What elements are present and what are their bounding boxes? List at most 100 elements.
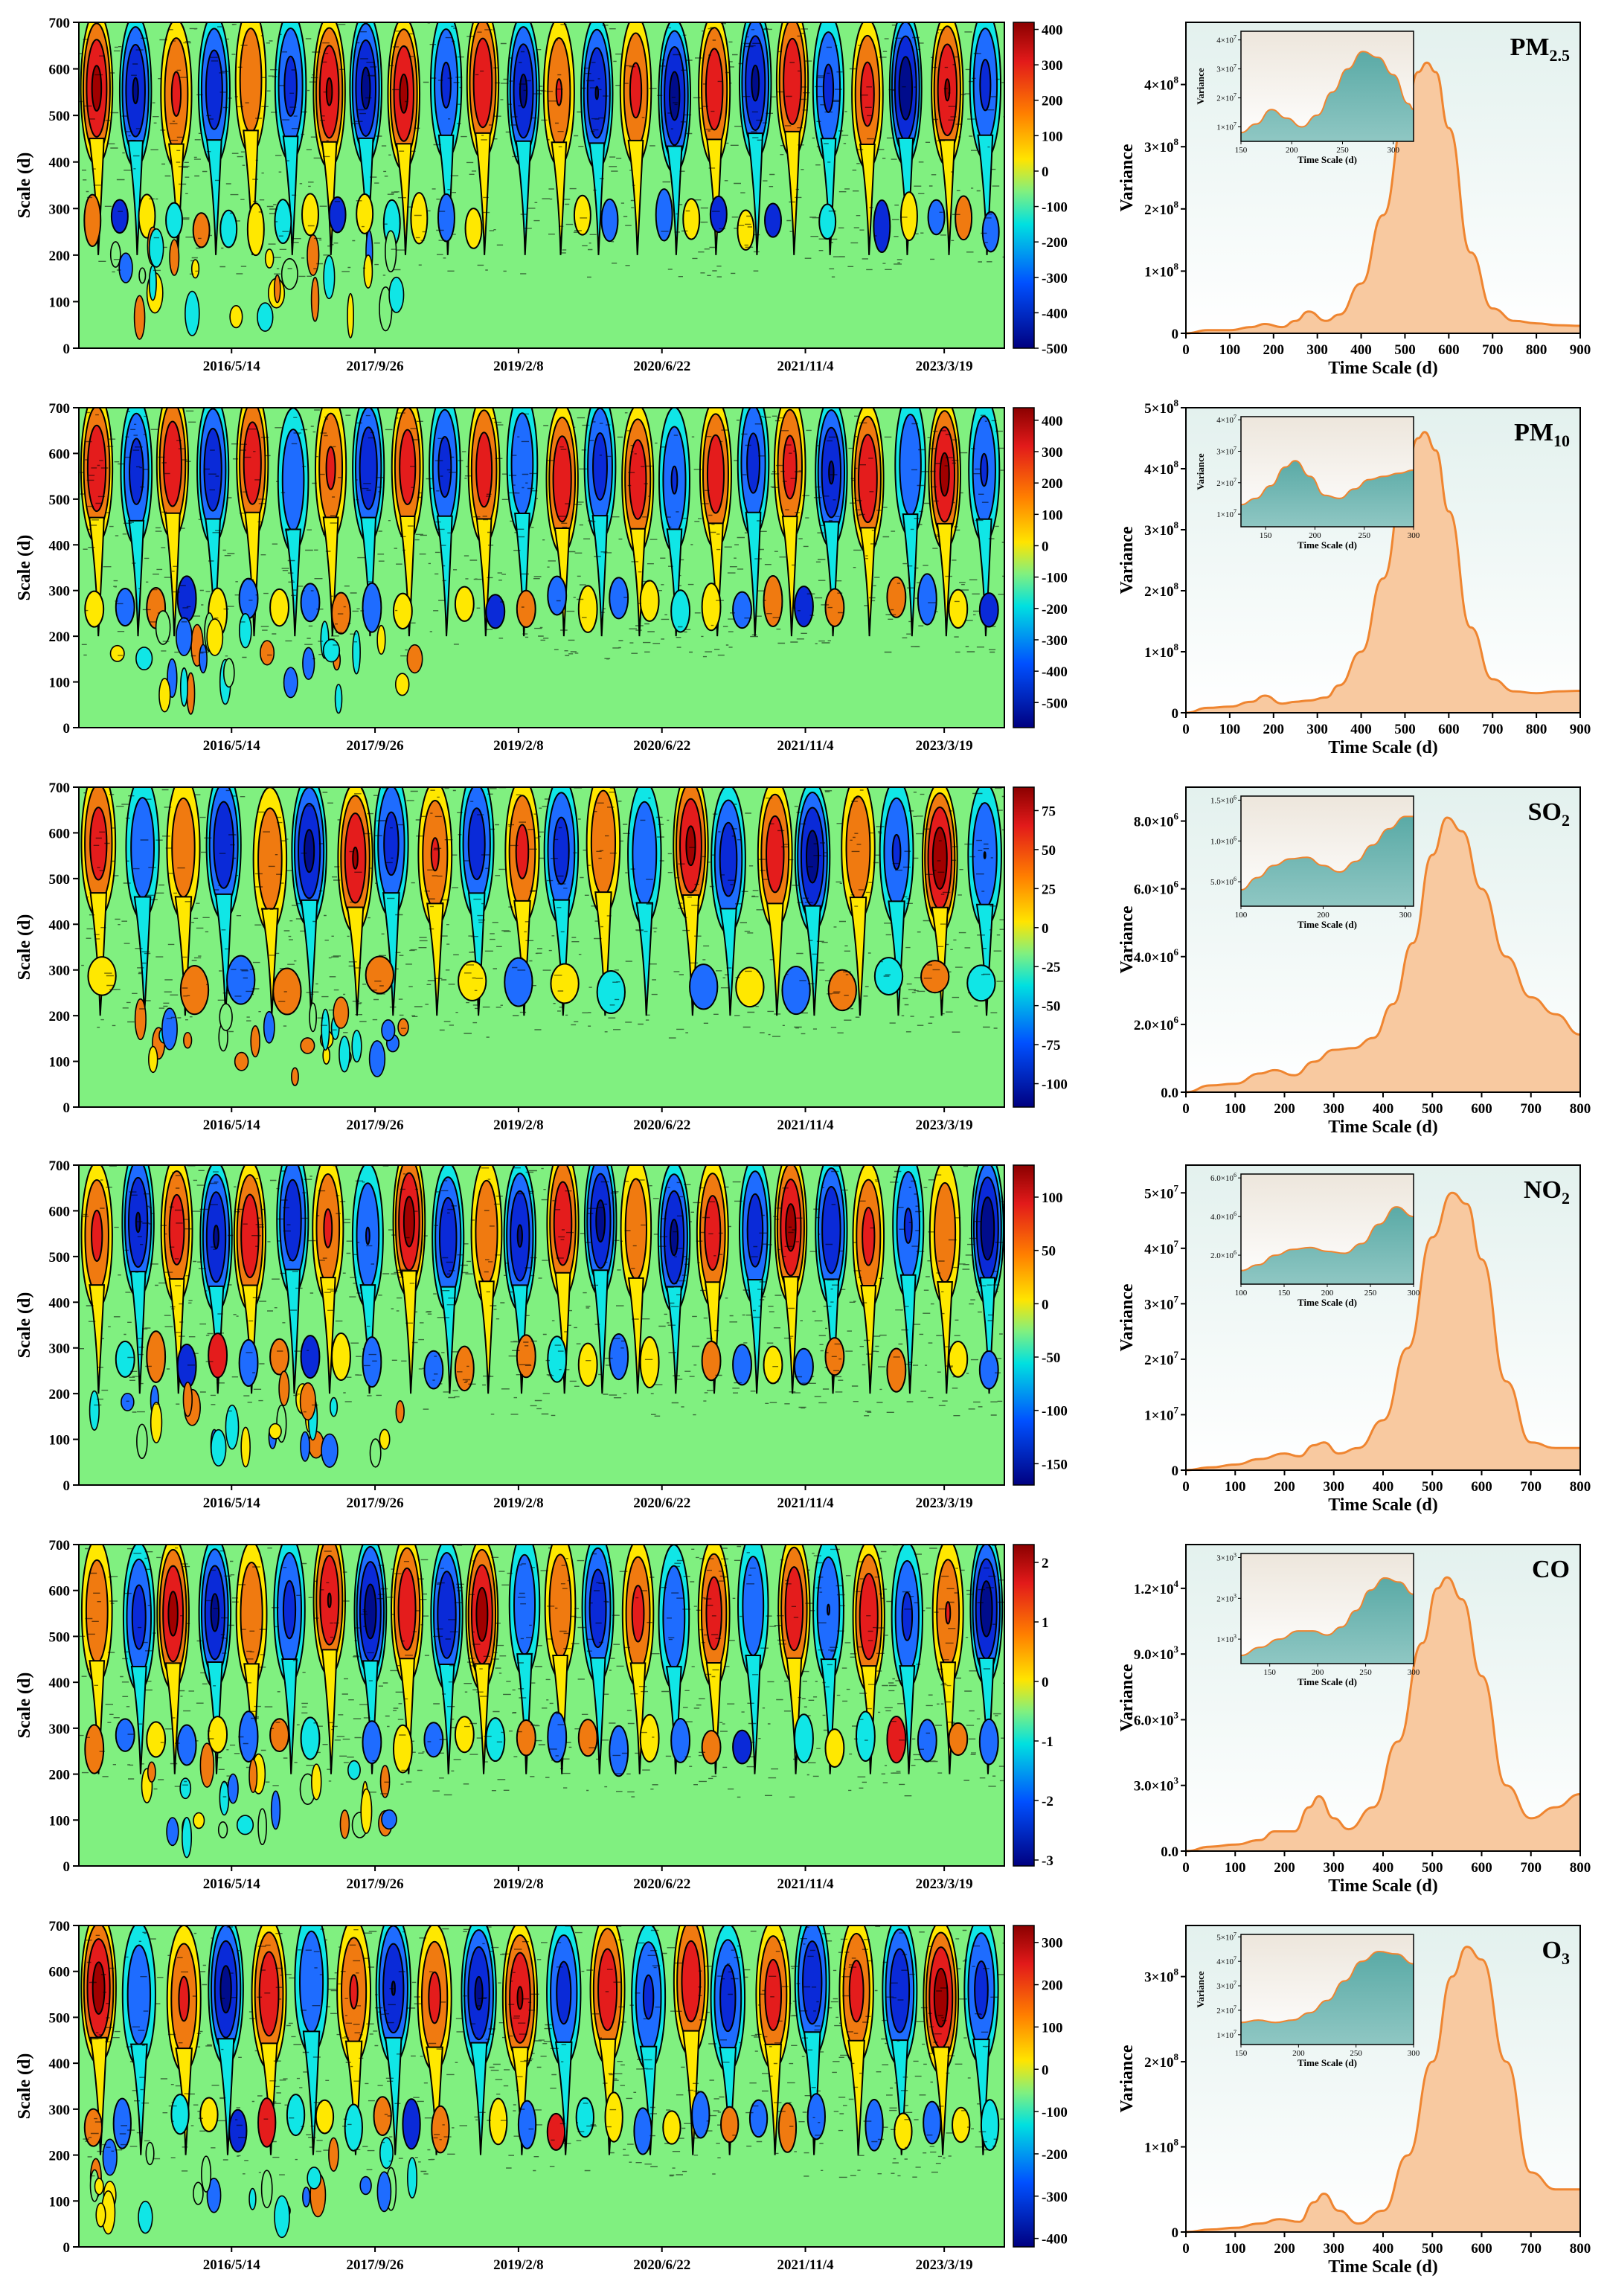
x-tick-label: 2019/2/8 [493,738,544,754]
inset-y-tick-label: 5×107 [1216,1931,1236,1942]
heatmap-mid-lobe [573,194,591,236]
heatmap-lobe [475,1587,489,1642]
y-tick-label: 1×107 [1144,1404,1178,1423]
heatmap-lobe [258,1951,280,2037]
heatmap-small-blob [219,1003,233,1031]
heatmap-mid-lobe [818,203,837,240]
heatmap-mid-lobe [899,191,918,242]
heatmap-mid-lobe [824,588,845,627]
heatmap-lobe [784,1566,804,1652]
heatmap-lobe [629,62,643,119]
inset-y-tick-label: 1×103 [1216,1633,1236,1644]
heatmap-small-blob [260,640,275,666]
inset-x-tick-label: 200 [1292,2049,1305,2058]
heatmap-tail [766,902,784,1016]
heatmap-small-blob [186,672,196,715]
heatmap-tail [860,1285,877,1394]
heatmap-lobe [474,1975,484,2011]
heatmap-lobe [349,1974,359,2010]
inset-y-tick-label: 2×107 [1216,2004,1236,2016]
heatmap-lobe [516,1224,523,1248]
heatmap-lobe [85,1559,109,1664]
heatmap-texture [79,1545,1004,1798]
heatmap-lobe [203,428,222,512]
heatmap-tail [475,132,491,255]
y-tick-label: 0.0 [1161,1086,1178,1101]
inset-area-fill [1241,461,1414,527]
wavelet-heatmap-6: 0 100 200 300 400 500 600 700 Scale (d) 2016/5/14… [15,1919,1068,2273]
x-tick-label: 700 [1521,1101,1542,1117]
heatmap-mid-lobe [732,1729,752,1765]
heatmap-mid-lobe [464,208,483,249]
heatmap-texture [79,1165,1004,1417]
y-axis-label: Variance [1117,144,1137,211]
heatmap-mid-lobe [764,202,782,238]
heatmap-mid-lobe [504,957,533,1007]
heatmap-tail [285,528,301,637]
colorbar-tick-label: 75 [1042,804,1056,819]
y-tick-label: 5×108 [1144,397,1178,417]
heatmap-mid-lobe [577,585,598,633]
heatmap-small-blob [193,1812,205,1830]
heatmap-mid-lobe [827,969,857,1012]
heatmap-tail [551,141,568,255]
inset-curve [1240,815,1414,891]
heatmap-small-blob [309,1002,317,1033]
heatmap-lobe [472,37,493,129]
heatmap-small-blob [300,1037,315,1054]
y-tick-label: 0.0 [1161,1844,1178,1860]
heatmap-lobe [239,28,263,133]
heatmap-lobe [595,1199,606,1243]
heatmap-lobe [980,1196,995,1261]
heatmap-mid-lobe [517,2100,537,2149]
heatmap-lobe [516,1986,524,2010]
x-axis-label: Time Scale (d) [1328,359,1438,378]
inset-x-tick-label: 150 [1278,1289,1291,1298]
heatmap-small-blob [193,2181,204,2205]
heatmap-mid-lobe [176,1724,197,1766]
heatmap-mid-lobe [238,577,259,620]
heatmap-lobe [553,1181,573,1266]
y-tick-label: 600 [49,1204,71,1219]
x-tick-label: 400 [1373,1479,1394,1495]
heatmap-small-blob [206,2177,222,2213]
x-tick-label: 2020/6/22 [633,2257,690,2273]
heatmap-tail [400,1270,417,1394]
heatmap-mid-lobe [748,2099,769,2138]
heatmap-lobe [590,789,617,897]
x-tick-label: 700 [1482,342,1504,358]
inset-curve [1240,51,1414,134]
heatmap-lobe [983,851,987,859]
heatmap-lobe [240,1561,263,1667]
y-tick-label: 700 [49,1158,71,1174]
heatmap-tail [205,139,222,255]
x-tick-label: 0 [1182,1860,1190,1876]
x-tick-label: 600 [1438,342,1460,358]
inset-y-tick-label: 2×107 [1216,92,1236,103]
heatmap-mid-lobe [300,583,321,623]
heatmap-mid-lobe [948,589,969,629]
heatmap-small-blob [222,658,235,688]
heatmap-mid-lobe [609,1333,629,1381]
heatmap-lobe [668,71,681,121]
x-tick-label: 600 [1438,722,1460,737]
heatmap-lobe [783,37,802,126]
heatmap-lobe [642,1974,655,2020]
heatmap-tail [426,902,444,1016]
heatmap-mid-lobe [763,575,783,627]
heatmap-mid-lobe [328,196,347,234]
colorbar-tick-label: -100 [1042,200,1068,216]
heatmap-tail [847,2039,865,2155]
x-tick-label: 2021/11/4 [777,2257,835,2273]
heatmap-mid-lobe [763,1345,783,1385]
heatmap-lobe [437,435,452,498]
heatmap-mid-lobe [547,1711,568,1763]
heatmap-mid-lobe [179,965,210,1016]
heatmap-mid-lobe [978,1718,999,1766]
y-tick-label: 100 [49,1433,71,1449]
variance-area-fill [1186,1577,1580,1851]
y-tick-label: 2×107 [1144,1349,1178,1368]
y-tick-label: 2×108 [1144,2051,1178,2071]
heatmap-mid-lobe [458,961,487,1001]
heatmap-mid-lobe [269,1718,289,1753]
